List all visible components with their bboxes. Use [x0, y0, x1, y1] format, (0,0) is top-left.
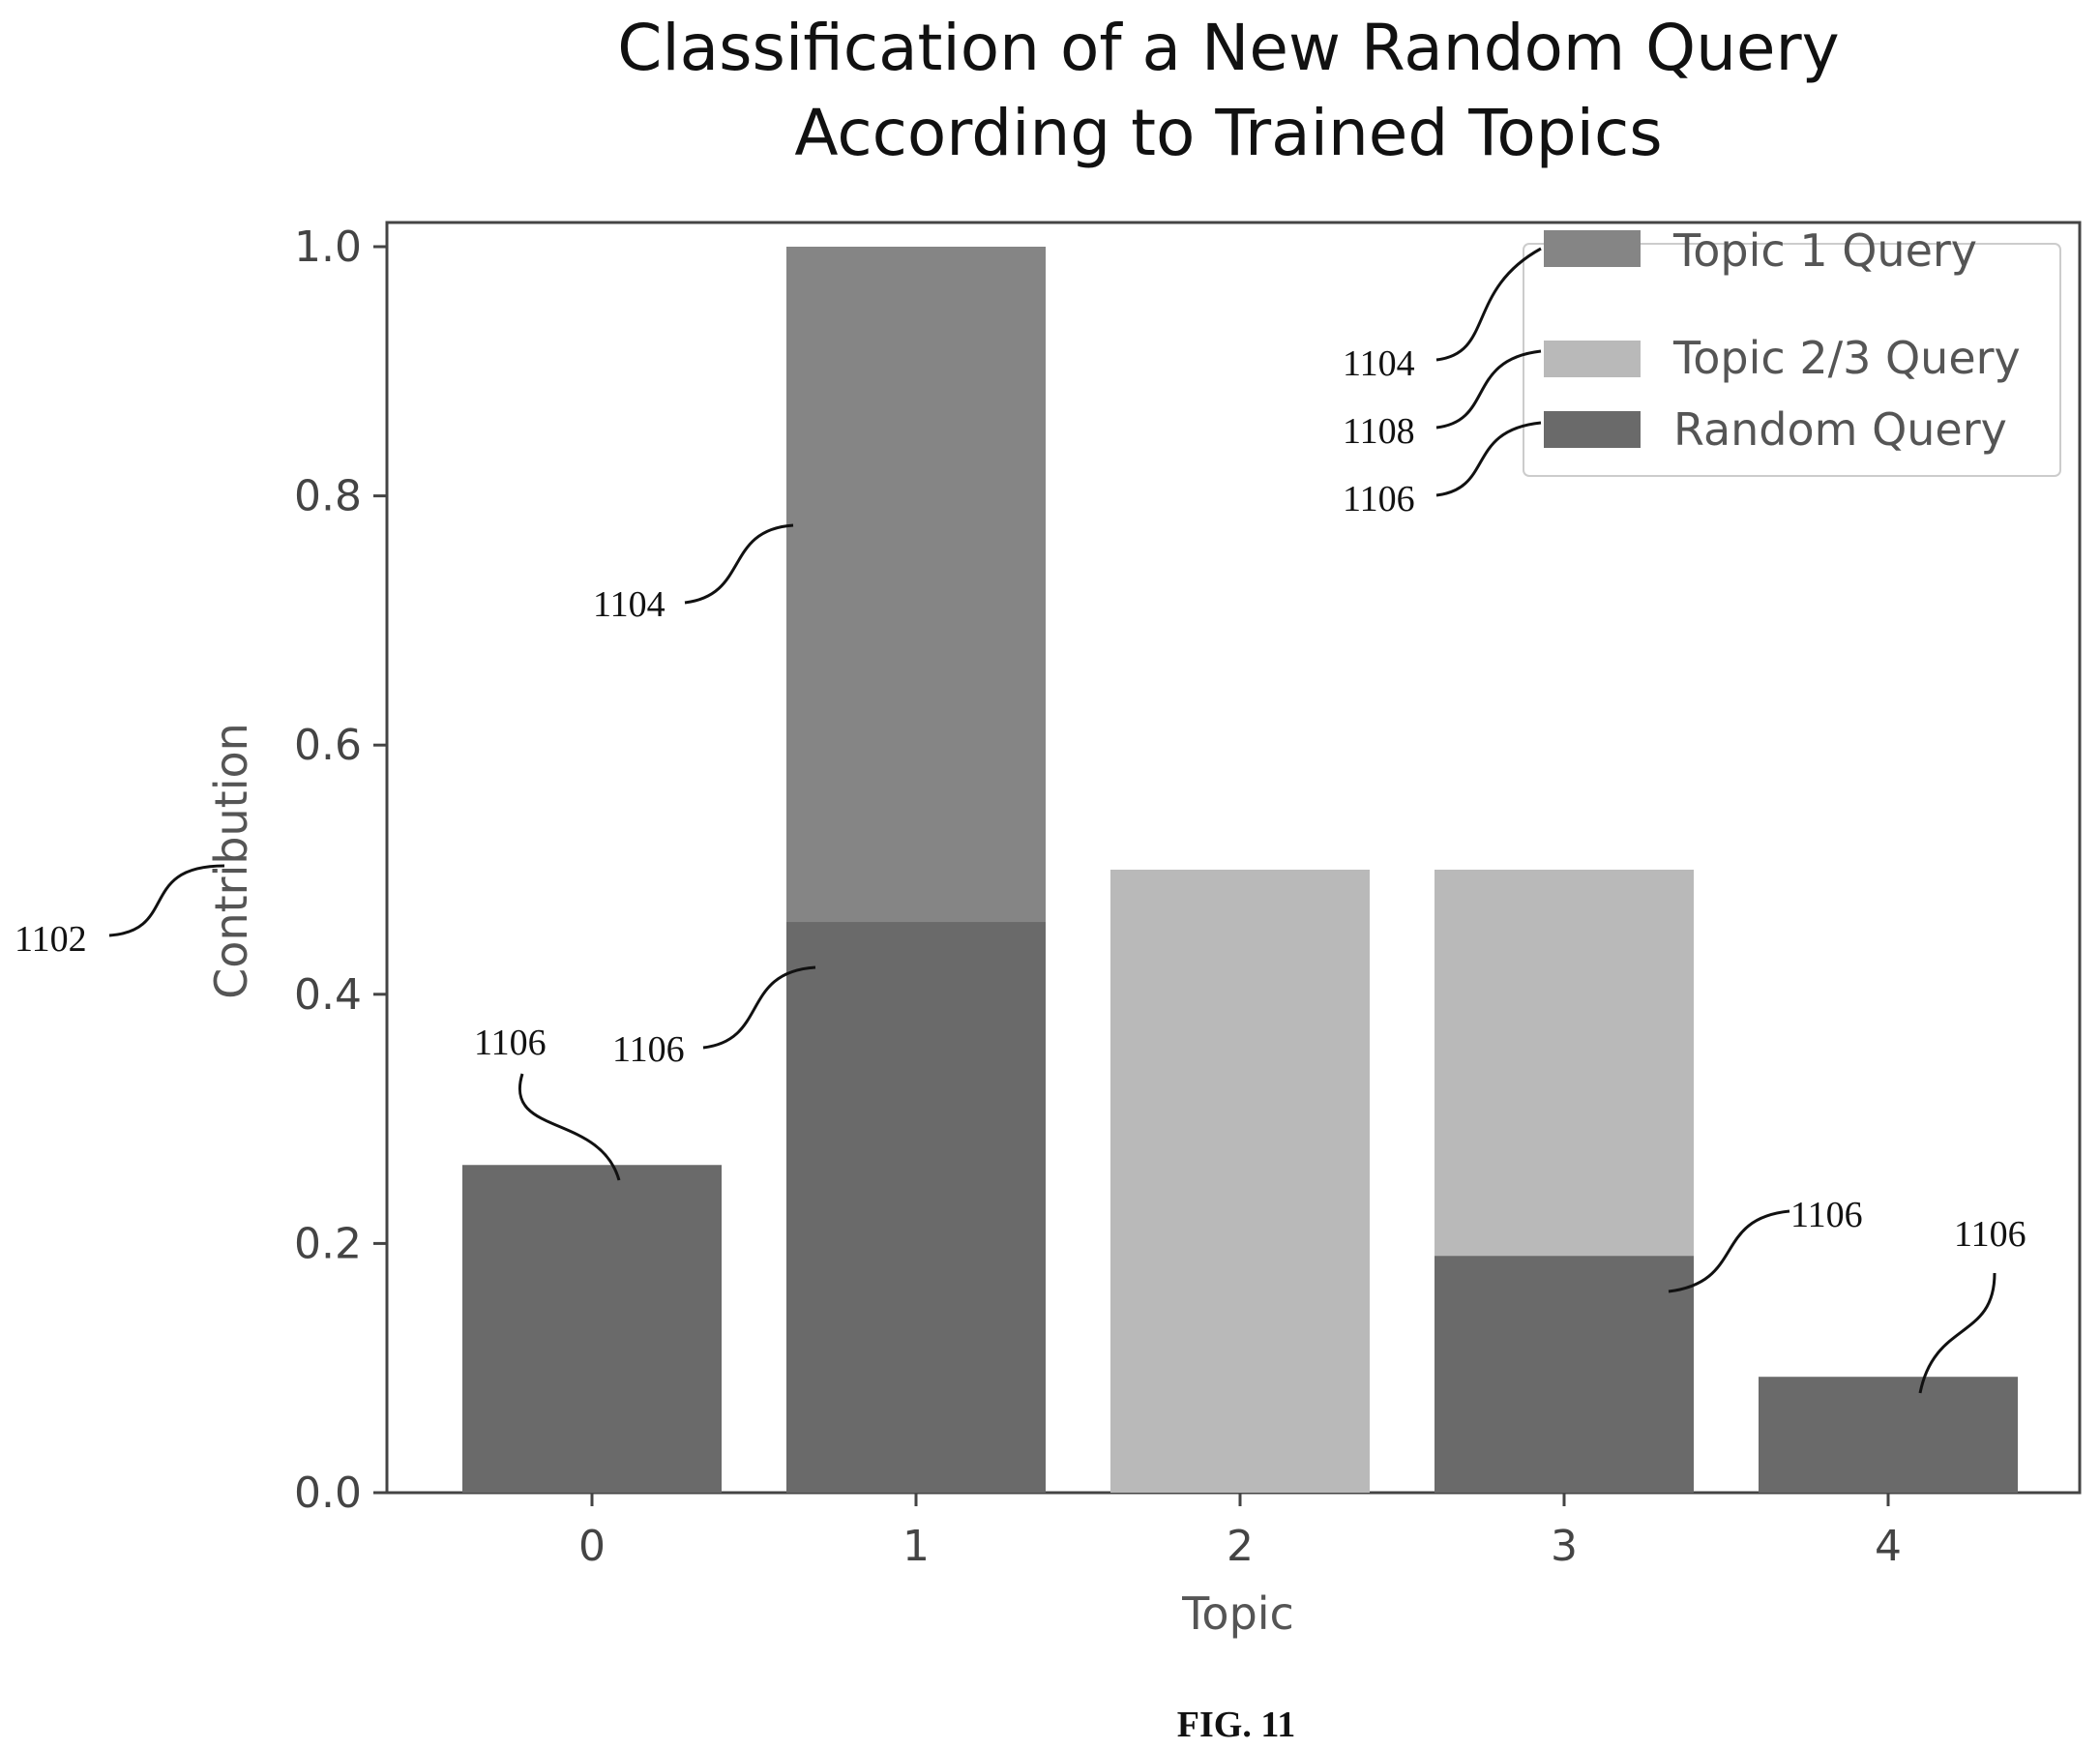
y-tick-label: 0.8: [294, 472, 362, 521]
x-tick-label: 2: [1227, 1522, 1254, 1571]
bar-series-1-topic-2: [1110, 870, 1370, 1493]
x-tick-label: 1: [902, 1522, 930, 1571]
y-tick-label: 0.6: [294, 721, 362, 770]
legend-swatch-topic-1: [1544, 230, 1641, 267]
ref-ylabel: 1102: [15, 919, 87, 960]
ref-random-bar-0: 1106: [474, 1023, 547, 1063]
y-axis-label: Contribution: [205, 723, 257, 999]
ref-random-bar-4: 1106: [1954, 1214, 2026, 1255]
leader-legend-random: [1435, 421, 1542, 497]
y-tick-label: 0.2: [294, 1219, 362, 1268]
ref-topic-1-bar: 1104: [593, 584, 665, 625]
figure-label: FIG. 11: [1177, 1705, 1295, 1745]
chart-title-line-2: According to Trained Topics: [794, 96, 1662, 170]
leader-ylabel: [108, 864, 225, 937]
legend-swatch-random: [1544, 411, 1641, 448]
leader-random-bar-0: [518, 1073, 621, 1181]
x-axis-ticks: 0 1 2 3 4: [578, 1493, 1902, 1571]
legend: Topic 1 Query Topic 2/3 Query Random Que…: [1523, 224, 2061, 477]
y-tick-label: 0.0: [294, 1468, 362, 1518]
leader-random-bar-3: [1668, 1209, 1790, 1293]
legend-label-topic-1: Topic 1 Query: [1672, 224, 1977, 277]
x-tick-label: 3: [1551, 1522, 1578, 1571]
legend-label-random: Random Query: [1673, 403, 2007, 456]
x-axis-label: Topic: [1181, 1587, 1294, 1640]
reference-annotations: 1104 1108 1106 1104 1102 1106 1106 1106 …: [15, 247, 2026, 1394]
legend-swatch-topic-2-3: [1544, 341, 1641, 377]
bar-series-2-topic-3: [1435, 1256, 1694, 1493]
leader-legend-topic-1: [1435, 247, 1542, 362]
chart-title-line-1: Classification of a New Random Query: [617, 11, 1839, 85]
bars-layer: [462, 247, 2018, 1493]
legend-frame: [1523, 243, 2061, 477]
y-axis-ticks: 0.0 0.2 0.4 0.6 0.8 1.0: [294, 222, 387, 1518]
bar-series-2-topic-1: [786, 922, 1046, 1493]
leader-random-bar-1: [702, 965, 816, 1050]
bar-series-2-topic-0: [462, 1165, 722, 1493]
ref-random-bar-3: 1106: [1790, 1195, 1863, 1235]
y-tick-label: 0.4: [294, 970, 362, 1020]
ref-random-bar-1: 1106: [612, 1029, 685, 1070]
leader-random-bar-4: [1918, 1272, 1996, 1394]
legend-label-topic-2-3: Topic 2/3 Query: [1672, 332, 2021, 384]
leader-legend-topic-2-3: [1435, 349, 1542, 430]
x-tick-label: 0: [578, 1522, 606, 1571]
ref-legend-random: 1106: [1343, 479, 1415, 519]
ref-legend-topic-2-3: 1108: [1343, 411, 1415, 452]
y-tick-label: 1.0: [294, 222, 362, 272]
ref-legend-topic-1: 1104: [1343, 343, 1415, 384]
x-tick-label: 4: [1875, 1522, 1902, 1571]
leader-topic-1-bar: [684, 523, 794, 605]
bar-series-2-topic-4: [1759, 1377, 2018, 1493]
